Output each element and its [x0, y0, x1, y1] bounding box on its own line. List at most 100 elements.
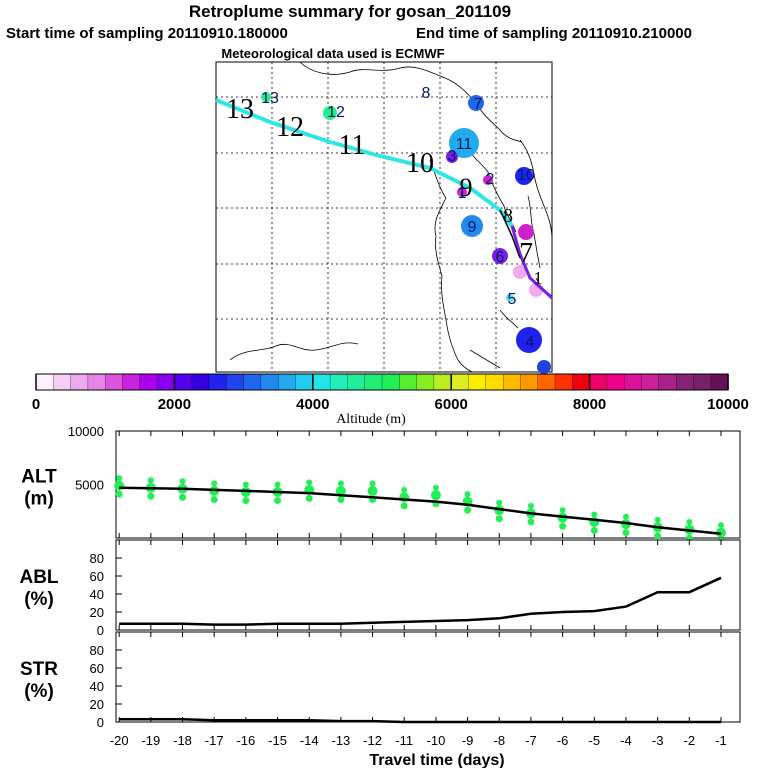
cluster-label: 5 [508, 291, 517, 308]
colorbar-cell [381, 373, 400, 391]
map-marker [506, 294, 514, 302]
colorbar-cell [278, 373, 297, 391]
y-tick-label: 60 [90, 661, 104, 676]
colorbar-cell [105, 373, 124, 391]
y-axis-title: STR [20, 659, 58, 680]
altitude-point [210, 495, 218, 503]
altitude-point [622, 529, 630, 537]
x-tick-label: -4 [620, 733, 632, 748]
colorbar-cell [260, 373, 279, 391]
colorbar-tick-label: 6000 [435, 396, 468, 413]
x-tick-label: -9 [462, 733, 474, 748]
altitude-point [496, 499, 503, 506]
altitude-point [337, 480, 344, 487]
trajectory-line-lower [510, 225, 554, 300]
time-series-panels: 100005000ALT(m)806040200ABL(%)806040200S… [19, 424, 741, 748]
colorbar-cell [208, 373, 227, 391]
altitude-point [369, 480, 376, 487]
y-tick-label: 10000 [68, 424, 104, 439]
map-marker [513, 265, 527, 279]
colorbar-cell [572, 373, 591, 391]
map-marker [449, 128, 479, 158]
altitude-point [147, 477, 154, 484]
colorbar-cell [520, 373, 539, 391]
x-tick-label: -16 [236, 733, 255, 748]
trajectory-label: 12 [276, 112, 304, 143]
y-tick-label: 20 [90, 605, 104, 620]
y-tick-label: 0 [97, 715, 104, 730]
cluster-label: 7 [474, 96, 483, 113]
colorbar-cell [624, 373, 643, 391]
colorbar-cell [329, 373, 349, 391]
x-tick-label: -3 [652, 733, 664, 748]
series-line [119, 576, 722, 626]
x-tick-label: -1 [715, 733, 727, 748]
altitude-point [654, 516, 661, 523]
altitude-point [211, 480, 218, 487]
colorbar-cell [606, 373, 625, 391]
altitude-point [116, 475, 123, 482]
altitude-point [622, 513, 629, 520]
x-tick-label: -18 [173, 733, 192, 748]
colorbar-cell [399, 373, 418, 391]
altitude-point [242, 497, 250, 505]
colorbar-cell [70, 373, 89, 391]
colorbar-cell [451, 373, 470, 391]
altitude-point [335, 485, 346, 496]
start-time-label: Start time of sampling 20110910.180000 [6, 25, 288, 42]
colorbar-cell [243, 373, 262, 391]
altitude-point [367, 485, 378, 496]
map-marker [446, 151, 458, 163]
cluster-label: 9 [468, 219, 477, 236]
altitude-point [559, 507, 566, 514]
trajectory-label: 10 [406, 148, 434, 179]
x-tick-label: -19 [141, 733, 160, 748]
map-marker [516, 327, 542, 353]
cluster-label: 3 [448, 148, 457, 165]
altitude-point [147, 492, 155, 500]
colorbar-cell [122, 373, 141, 391]
map-marker [492, 248, 508, 264]
altitude-point [401, 486, 408, 493]
colorbar-cell [191, 373, 210, 391]
altitude-point [337, 495, 345, 503]
x-tick-label: -8 [493, 733, 505, 748]
colorbar-cell [433, 373, 452, 391]
x-tick-label: -12 [363, 733, 382, 748]
abl-panel: 80 60 40 20 0 ABL(%) [19, 539, 741, 638]
colorbar-cell [468, 373, 487, 391]
altitude-point [654, 532, 662, 540]
y-axis-title: ABL [19, 567, 58, 588]
y-axis-title: ALT [21, 467, 57, 488]
colorbar-cell [139, 373, 158, 391]
panel-frame [115, 430, 741, 539]
map-marker [457, 187, 467, 197]
map-marker [261, 92, 271, 102]
colorbar-cell [589, 373, 608, 391]
x-tick-label: -10 [427, 733, 446, 748]
altitude-point [527, 502, 534, 509]
panel-frame [115, 539, 741, 631]
cluster-label: 1 [458, 185, 467, 202]
colorbar-tick-label: 0 [32, 396, 40, 413]
y-axis-unit: (%) [24, 681, 54, 702]
colorbar-tick-label: 8000 [573, 396, 606, 413]
altitude-point [686, 518, 693, 525]
map-marker [323, 106, 337, 120]
altitude-point [114, 480, 125, 491]
colorbar-cell [416, 373, 435, 391]
colorbar-cell [537, 373, 556, 391]
altitude-point [430, 490, 441, 501]
alt-panel: 10000 5000 ALT(m) [21, 424, 741, 545]
x-tick-label: -7 [525, 733, 537, 748]
altitude-point [590, 527, 598, 535]
colorbar-cell [554, 373, 573, 391]
x-tick-label: -17 [205, 733, 224, 748]
altitude-point [274, 481, 281, 488]
colorbar-cell [156, 373, 176, 391]
cluster-label: 8 [422, 85, 431, 102]
colorbar-cell [295, 373, 314, 391]
trajectory-label: 13 [226, 94, 254, 125]
